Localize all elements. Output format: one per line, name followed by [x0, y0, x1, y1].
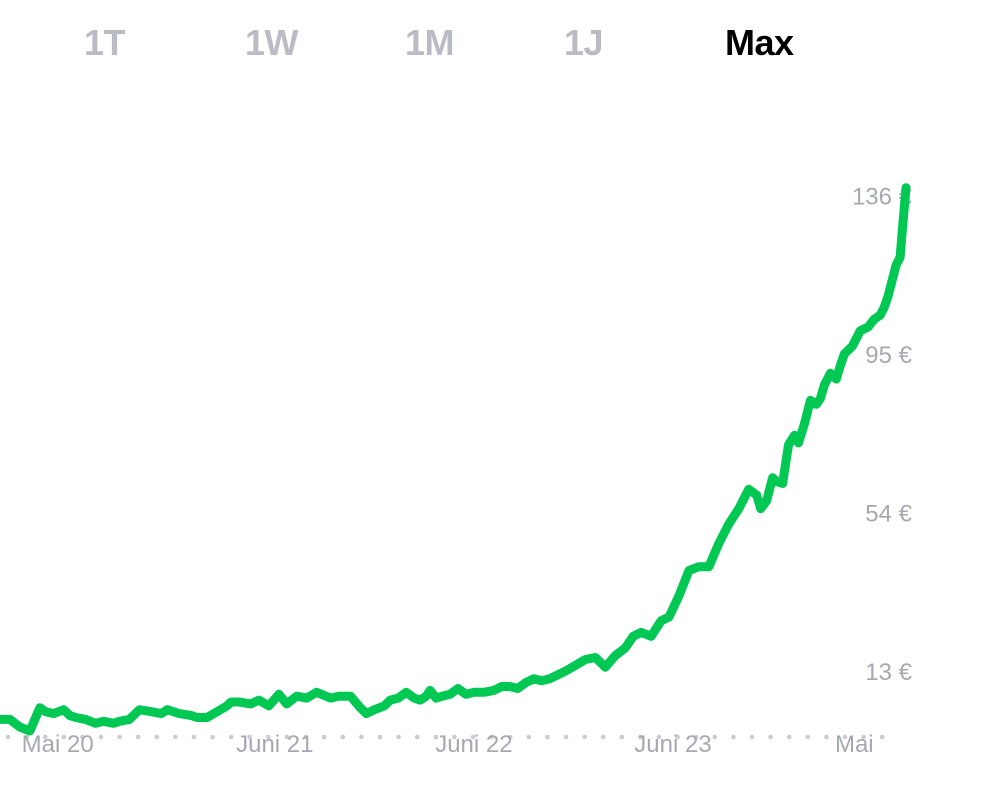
x-tick-label: Juni 23	[634, 731, 711, 758]
x-axis-dot	[712, 734, 718, 740]
x-axis-dot	[619, 734, 625, 740]
price-line	[0, 183, 911, 736]
x-axis-dot	[228, 734, 234, 740]
x-tick-label: Mai	[835, 731, 874, 758]
tab-1t[interactable]: 1T	[84, 22, 126, 63]
x-axis-dot	[470, 734, 476, 740]
x-axis-dot	[545, 734, 550, 740]
x-tick-label: Mai 20	[22, 731, 94, 758]
x-axis-dot	[284, 734, 290, 740]
tab-1j[interactable]: 1J	[564, 22, 604, 63]
tab-1w[interactable]: 1W	[245, 22, 299, 63]
x-axis-labels: Mai 20 Juni 21 Juni 22 Juni 23 Mai	[22, 731, 874, 758]
period-tabs: 1T 1W 1M 1J Max	[0, 0, 999, 90]
x-axis-dot	[879, 734, 885, 740]
x-axis-dot	[135, 734, 141, 740]
x-axis-dot	[842, 734, 848, 740]
x-axis-dot	[5, 734, 11, 740]
x-axis-dot	[377, 734, 383, 740]
x-axis-dot	[786, 734, 792, 740]
x-axis-dot	[805, 734, 811, 740]
x-axis-dot	[526, 734, 532, 740]
x-axis-dot	[433, 734, 439, 740]
x-axis-dot	[340, 734, 346, 740]
x-axis-dot	[600, 734, 606, 740]
x-axis-dot	[61, 734, 67, 740]
x-axis-dot	[42, 734, 48, 740]
x-axis-dot	[507, 734, 513, 740]
x-axis-dot	[638, 734, 643, 740]
x-axis-dot	[24, 734, 29, 740]
x-axis-dot	[675, 734, 680, 740]
x-axis-dot	[693, 734, 699, 740]
x-tick-label: Juni 22	[435, 731, 512, 758]
x-axis-dot	[563, 734, 569, 740]
x-tick-label: Juni 21	[236, 731, 313, 758]
y-tick-label: 13 €	[865, 659, 912, 686]
x-axis-dot	[396, 734, 401, 740]
y-tick-label: 54 €	[865, 501, 912, 528]
x-axis-dot	[582, 734, 587, 740]
tab-1m[interactable]: 1M	[405, 22, 455, 63]
x-axis-dot	[80, 734, 85, 740]
x-axis-dot	[414, 734, 420, 740]
x-axis-dot	[173, 734, 178, 740]
y-tick-label: 95 €	[865, 342, 912, 369]
x-axis-dots	[5, 734, 885, 740]
x-axis-dot	[731, 734, 736, 740]
x-axis-dot	[303, 734, 308, 740]
tab-max[interactable]: Max	[725, 22, 794, 63]
x-axis-dot	[210, 734, 215, 740]
x-axis-dot	[861, 734, 866, 740]
x-axis-dot	[749, 734, 755, 740]
x-axis-dot	[247, 734, 253, 740]
x-axis-dot	[768, 734, 773, 740]
x-axis-dot	[98, 734, 104, 740]
x-axis-dot	[824, 734, 829, 740]
x-axis-dot	[452, 734, 457, 740]
x-axis-dot	[321, 734, 327, 740]
x-axis-dot	[191, 734, 197, 740]
x-axis-dot	[266, 734, 271, 740]
x-axis-dot	[656, 734, 662, 740]
x-axis-dot	[117, 734, 122, 740]
x-axis-dot	[154, 734, 160, 740]
x-axis-dot	[359, 734, 364, 740]
x-axis-dot	[489, 734, 494, 740]
